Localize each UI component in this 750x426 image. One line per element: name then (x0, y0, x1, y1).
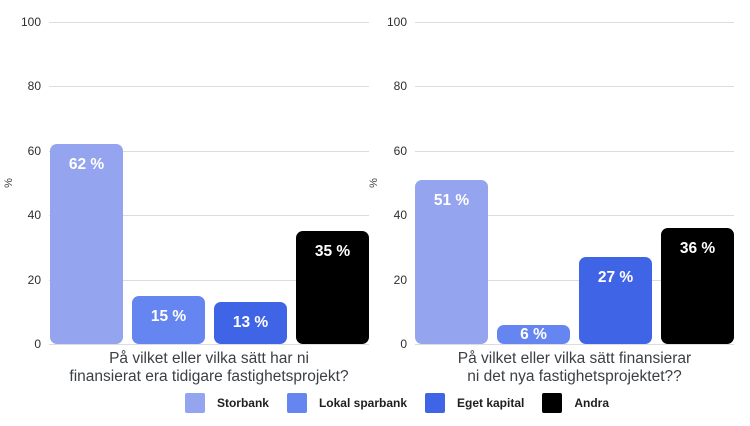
legend-item-eget-kapital: Eget kapital (425, 393, 524, 413)
legend-label: Lokal sparbank (318, 396, 407, 410)
y-tick-label-20: 20 (393, 272, 407, 287)
bar-value-label: 35 % (314, 243, 351, 260)
gridline-0 (49, 344, 369, 345)
y-tick-label-60: 60 (393, 143, 407, 158)
y-tick-label-100: 100 (386, 15, 407, 29)
legend-label: Eget kapital (457, 396, 525, 410)
plot-area: 51 % 6 % 27 % 36 % (415, 22, 734, 345)
gridline-60 (49, 150, 369, 152)
chart-title-line1: På vilket eller vilka sätt finansierar (457, 350, 692, 367)
legend-item-andra: Andra (542, 393, 609, 413)
bar-value-label: 27 % (597, 269, 634, 286)
chart-title-line2: ni det nya fastighetsprojektet?? (467, 368, 682, 385)
gridline-40 (49, 215, 369, 217)
y-tick-label-40: 40 (393, 208, 407, 223)
legend-swatch-icon (425, 393, 445, 413)
y-tick-label-60: 60 (27, 143, 41, 158)
gridline-100 (415, 22, 734, 23)
gridline-20 (49, 279, 369, 281)
legend-item-storbank: Storbank (184, 393, 269, 413)
plot-area: 62 % 15 % 13 % 35 % (49, 22, 369, 345)
legend: Storbank Lokal sparbank Eget kapital Andra (0, 393, 750, 413)
gridline-80 (49, 86, 369, 88)
bar-value-label: 62 % (68, 156, 105, 173)
bar-value-label: 13 % (232, 314, 269, 331)
bar-storbank: 62 % (50, 144, 123, 344)
chart-title: På vilket eller vilka sätt har ni finans… (49, 350, 369, 386)
y-tick-label-40: 40 (27, 208, 41, 223)
y-axis-unit-label: % (368, 178, 380, 188)
gridline-20 (415, 279, 734, 281)
legend-label: Andra (574, 396, 610, 410)
gridline-100 (49, 22, 369, 23)
bar-value-label: 36 % (679, 240, 716, 257)
bar-lokal-sparbank: 15 % (132, 296, 205, 344)
gridline-0 (415, 344, 734, 345)
bar-eget-kapital: 27 % (579, 257, 652, 344)
legend-swatch-icon (542, 393, 563, 413)
y-tick-label-80: 80 (393, 79, 407, 94)
gridline-60 (415, 150, 734, 152)
y-tick-label-80: 80 (27, 79, 41, 94)
bar-lokal-sparbank: 6 % (497, 325, 570, 344)
legend-swatch-icon (184, 393, 205, 413)
legend-label: Storbank (216, 396, 269, 410)
chart-title-line1: På vilket eller vilka sätt har ni (109, 350, 309, 367)
chart-title-line2: finansierat era tidigare fastighetsproje… (69, 368, 349, 385)
chart-title: På vilket eller vilka sätt finansierar n… (415, 350, 734, 386)
bar-eget-kapital: 13 % (214, 302, 287, 344)
gridline-80 (415, 86, 734, 88)
bar-value-label: 15 % (150, 308, 187, 325)
y-axis-unit-label: % (3, 178, 15, 188)
y-tick-label-100: 100 (20, 15, 41, 29)
bar-storbank: 51 % (415, 180, 488, 344)
bar-andra: 35 % (296, 231, 369, 344)
legend-swatch-icon (286, 393, 307, 413)
bar-value-label: 6 % (520, 325, 547, 343)
y-tick-label-20: 20 (27, 272, 41, 287)
gridline-40 (415, 215, 734, 217)
y-tick-label-0: 0 (34, 337, 41, 351)
bar-andra: 36 % (661, 228, 734, 344)
legend-item-lokal-sparbank: Lokal sparbank (286, 393, 407, 413)
y-tick-label-0: 0 (400, 337, 407, 351)
bar-value-label: 51 % (433, 192, 470, 209)
